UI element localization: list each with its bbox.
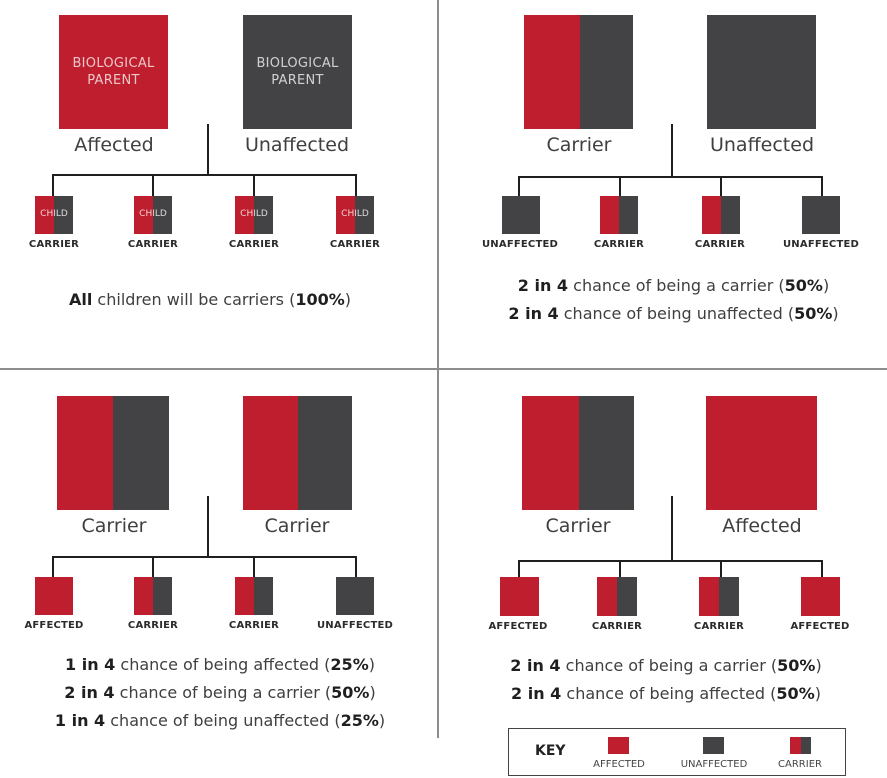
child-unaffected-square	[502, 196, 540, 234]
connector-bar	[518, 176, 823, 178]
child-label: CARRIER	[593, 239, 645, 250]
child-label: UNAFFECTED	[316, 620, 393, 631]
parent-text-line1: BIOLOGICAL	[256, 56, 339, 71]
child-carrier-square: CHILD	[336, 196, 374, 234]
legend-key: KEY AFFECTED UNAFFECTED CARRIER	[508, 728, 846, 776]
child-carrier-square	[702, 196, 740, 234]
child-text: CHILD	[341, 209, 369, 219]
child-label: CARRIER	[693, 621, 745, 632]
parent-unaffected-square	[707, 15, 816, 129]
child-affected-square	[500, 577, 539, 616]
key-unaffected-swatch	[703, 737, 724, 754]
connector-drop	[821, 176, 823, 196]
parent-label-affected: Affected	[74, 134, 154, 156]
parent-text-line2: PARENT	[87, 73, 140, 88]
child-carrier-square: CHILD	[134, 196, 172, 234]
key-unaffected-label: UNAFFECTED	[680, 759, 748, 770]
child-text: CHILD	[40, 209, 68, 219]
connector-bar	[518, 560, 823, 562]
parent-text-line2: PARENT	[271, 73, 324, 88]
parent-affected-square: BIOLOGICAL PARENT	[59, 15, 168, 129]
child-affected-square	[35, 577, 73, 615]
child-label: UNAFFECTED	[782, 239, 859, 250]
child-carrier-square	[699, 577, 739, 616]
child-text: CHILD	[240, 209, 268, 219]
connector-stem	[207, 124, 209, 174]
child-carrier-square	[600, 196, 638, 234]
summary-line: 1 in 4 chance of being unaffected (25%)	[54, 711, 386, 730]
connector-drop	[821, 560, 823, 577]
summary-line: 2 in 4 chance of being a carrier (50%)	[64, 683, 376, 702]
connector-drop	[355, 174, 357, 196]
child-carrier-square	[134, 577, 172, 615]
connector-drop	[619, 560, 621, 577]
child-carrier-square	[597, 577, 637, 616]
key-carrier-label: CARRIER	[778, 759, 822, 770]
child-label: CARRIER	[28, 239, 80, 250]
connector-drop	[152, 174, 154, 196]
child-label: AFFECTED	[24, 620, 84, 631]
connector-drop	[52, 556, 54, 577]
parent-carrier-square	[522, 396, 634, 510]
parent-label-carrier: Carrier	[545, 515, 611, 537]
child-label: CARRIER	[694, 239, 746, 250]
connector-drop	[619, 176, 621, 196]
key-affected-swatch	[608, 737, 629, 754]
child-label: AFFECTED	[488, 621, 548, 632]
child-label: CARRIER	[127, 239, 179, 250]
parent-label-carrier: Carrier	[546, 134, 612, 156]
parent-unaffected-square: BIOLOGICAL PARENT	[243, 15, 352, 129]
horizontal-divider	[0, 368, 887, 370]
child-carrier-square	[235, 577, 273, 615]
connector-bar	[52, 556, 357, 558]
connector-drop	[253, 174, 255, 196]
parent-label-unaffected: Unaffected	[244, 134, 350, 156]
key-affected-label: AFFECTED	[593, 759, 645, 770]
child-carrier-square: CHILD	[35, 196, 73, 234]
connector-drop	[152, 556, 154, 577]
child-label: AFFECTED	[790, 621, 850, 632]
parent-affected-square	[706, 396, 817, 510]
parent-label-carrier: Carrier	[264, 515, 330, 537]
child-label: CARRIER	[228, 620, 280, 631]
summary-line: All children will be carriers (100%)	[68, 290, 351, 309]
summary-line: 2 in 4 chance of being a carrier (50%)	[510, 656, 822, 675]
parent-carrier-square	[524, 15, 633, 129]
connector-drop	[720, 560, 722, 577]
child-label: CARRIER	[127, 620, 179, 631]
parent-carrier-square	[243, 396, 352, 510]
key-title: KEY	[535, 743, 566, 759]
parent-label-affected: Affected	[722, 515, 802, 537]
parent-label-carrier: Carrier	[81, 515, 147, 537]
key-carrier-swatch	[790, 737, 811, 754]
child-label: CARRIER	[591, 621, 643, 632]
connector-stem	[671, 124, 673, 177]
connector-drop	[52, 174, 54, 196]
parent-text-line1: BIOLOGICAL	[72, 56, 155, 71]
child-carrier-square: CHILD	[235, 196, 273, 234]
connector-drop	[720, 176, 722, 196]
summary-line: 2 in 4 chance of being affected (50%)	[511, 684, 821, 703]
child-label: CARRIER	[228, 239, 280, 250]
parent-carrier-square	[57, 396, 169, 510]
connector-drop	[355, 556, 357, 577]
connector-drop	[253, 556, 255, 577]
parent-label-unaffected: Unaffected	[709, 134, 815, 156]
summary-line: 2 in 4 chance of being a carrier (50%)	[517, 276, 830, 295]
child-label: CARRIER	[329, 239, 381, 250]
child-text: CHILD	[139, 209, 167, 219]
connector-stem	[671, 496, 673, 561]
summary-line: 2 in 4 chance of being unaffected (50%)	[508, 304, 839, 323]
child-unaffected-square	[336, 577, 374, 615]
connector-drop	[518, 560, 520, 577]
child-unaffected-square	[802, 196, 840, 234]
summary-line: 1 in 4 chance of being affected (25%)	[65, 655, 375, 674]
connector-bar	[52, 174, 357, 176]
connector-stem	[207, 496, 209, 557]
child-affected-square	[801, 577, 840, 616]
connector-drop	[518, 176, 520, 196]
child-label: UNAFFECTED	[481, 239, 558, 250]
